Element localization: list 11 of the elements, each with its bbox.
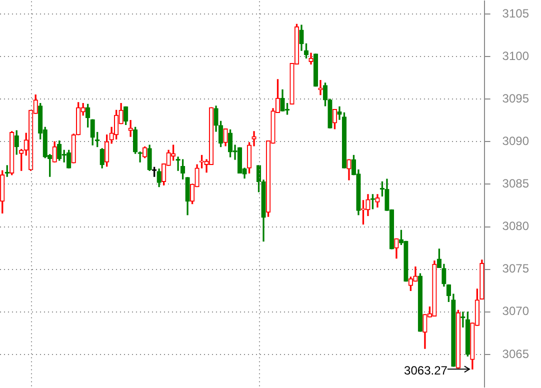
y-tick-label: 3095 — [502, 91, 530, 106]
y-tick-label: 3105 — [502, 6, 530, 20]
candlestick — [128, 120, 133, 137]
y-tick-label: 3080 — [502, 219, 530, 234]
y-tick-label: 3100 — [502, 48, 530, 63]
y-tick-label: 3085 — [502, 176, 530, 191]
y-tick-label: 3070 — [502, 304, 530, 318]
y-tick-label: 3065 — [502, 346, 530, 361]
y-tick-label: 3075 — [502, 262, 530, 276]
y-tick-label: 3090 — [502, 134, 530, 148]
annotation: 3063.27 — [404, 363, 448, 378]
